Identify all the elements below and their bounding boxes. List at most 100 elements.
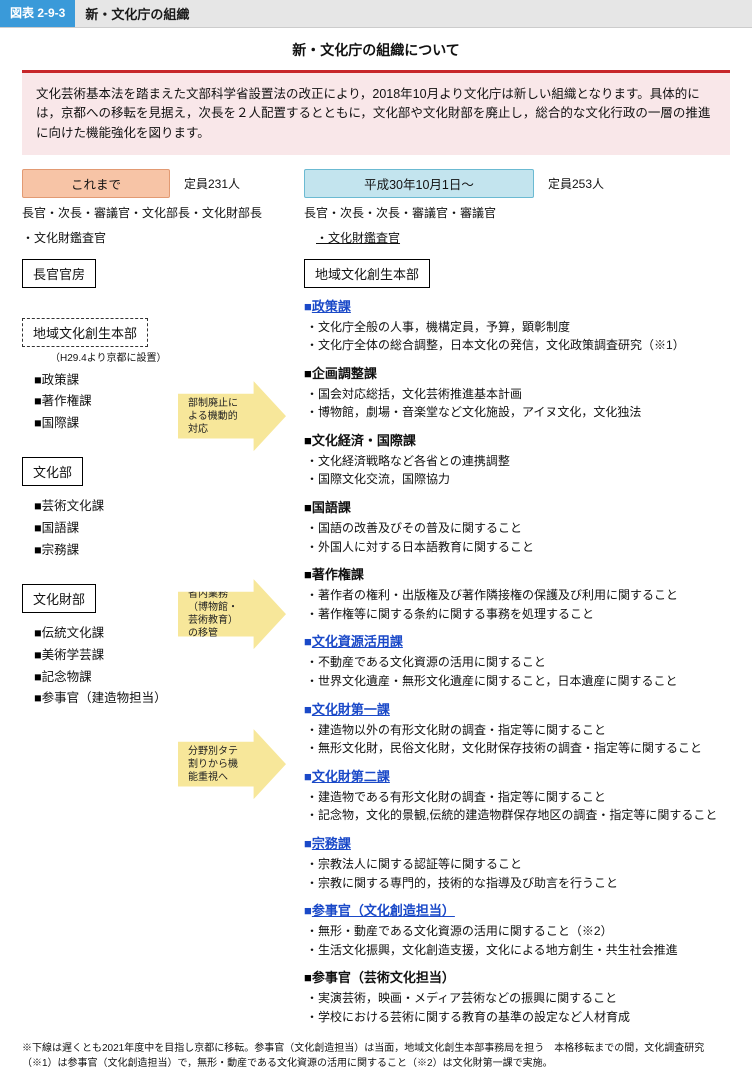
section-body-line: 学校における芸術に関する教育の基準の設定など人材育成: [306, 1008, 730, 1027]
right-staff-count: 定員253人: [548, 175, 604, 192]
section-body: 建造物である有形文化財の調査・指定等に関すること記念物，文化的景観,伝統的建造物…: [304, 788, 730, 825]
section-body-line: 建造物である有形文化財の調査・指定等に関すること: [306, 788, 730, 807]
section-body: 国語の改善及びその普及に関すること外国人に対する日本語教育に関すること: [304, 519, 730, 556]
arrow-3: 分野別タテ割りから機能重視へ: [178, 729, 286, 799]
square-bullet-icon: ■: [304, 702, 312, 717]
section-body-line: 世界文化遺産・無形文化遺産に関すること，日本遺産に関すること: [306, 672, 730, 691]
square-bullet-icon: ■: [304, 903, 312, 918]
list-item: 宗務課: [34, 540, 292, 562]
section-body-line: 文化庁全般の人事，機構定員，予算，顕彰制度: [306, 318, 730, 337]
main-title: 新・文化庁の組織について: [0, 28, 752, 70]
intro-box: 文化芸術基本法を踏まえた文部科学省設置法の改正により，2018年10月より文化庁…: [22, 73, 730, 155]
section-body-line: 無形文化財，民俗文化財，文化財保存技術の調査・指定等に関すること: [306, 739, 730, 758]
square-bullet-icon: ■: [304, 500, 312, 515]
left-positions-2: ・文化財鑑査官: [22, 229, 292, 248]
section-title: 文化資源活用課: [312, 634, 403, 649]
left-bar: これまで: [22, 169, 170, 198]
section-heading: ■宗務課: [304, 833, 730, 852]
left-box2-list: 芸術文化課 国語課 宗務課: [34, 496, 292, 562]
section-title: 企画調整課: [312, 366, 377, 381]
section-title: 国語課: [312, 500, 351, 515]
square-bullet-icon: ■: [304, 769, 312, 784]
square-bullet-icon: ■: [304, 970, 312, 985]
left-dashed-box: 地域文化創生本部: [22, 318, 148, 347]
section-body-line: 文化経済戦略など各省との連携調整: [306, 452, 730, 471]
section-heading: ■企画調整課: [304, 363, 730, 382]
arrow-1: 部制廃止による機動的対応: [178, 381, 286, 451]
section: ■文化財第二課建造物である有形文化財の調査・指定等に関すること記念物，文化的景観…: [304, 766, 730, 825]
section-body-line: 宗教法人に関する認証等に関すること: [306, 855, 730, 874]
right-sections: ■政策課文化庁全般の人事，機構定員，予算，顕彰制度文化庁全体の総合調整，日本文化…: [304, 296, 730, 1027]
arrow-2: 省内業務（博物館・芸術教育）の移管: [178, 579, 286, 649]
section-title: 文化経済・国際課: [312, 433, 416, 448]
left-dashed-note: （H29.4より京都に設置）: [50, 349, 292, 364]
left-box-kanbou: 長官官房: [22, 259, 96, 288]
section-heading: ■政策課: [304, 296, 730, 315]
footnote-text: 下線は遅くとも2021年度中を目指し京都に移転。参事官（文化創造担当）は当面，地…: [22, 1043, 704, 1069]
section-heading: ■文化資源活用課: [304, 631, 730, 650]
section-body-line: 著作権等に関する条約に関する事務を処理すること: [306, 605, 730, 624]
square-bullet-icon: ■: [304, 836, 312, 851]
section: ■文化経済・国際課文化経済戦略など各省との連携調整国際文化交流，国際協力: [304, 430, 730, 489]
right-bar: 平成30年10月1日～: [304, 169, 534, 198]
section-heading: ■国語課: [304, 497, 730, 516]
section: ■参事官（芸術文化担当） 実演芸術，映画・メディア芸術などの振興に関すること学校に…: [304, 967, 730, 1026]
section-heading: ■文化財第一課: [304, 699, 730, 718]
section-body: 実演芸術，映画・メディア芸術などの振興に関すること学校における芸術に関する教育の…: [304, 989, 730, 1026]
section-title: 著作権課: [312, 567, 364, 582]
section-body: 建造物以外の有形文化財の調査・指定等に関すること無形文化財，民俗文化財，文化財保…: [304, 721, 730, 758]
section-heading: ■著作権課: [304, 564, 730, 583]
section-body-line: 外国人に対する日本語教育に関すること: [306, 538, 730, 557]
right-positions-2-underline: ・文化財鑑査官: [316, 231, 400, 245]
section-title: 宗務課: [312, 836, 351, 851]
left-box-bunkabu: 文化部: [22, 457, 83, 486]
section-body: 不動産である文化資源の活用に関すること世界文化遺産・無形文化遺産に関すること，日…: [304, 653, 730, 690]
list-item: 参事官（建造物担当）: [34, 688, 292, 710]
square-bullet-icon: ■: [304, 433, 312, 448]
section-body: 宗教法人に関する認証等に関すること宗教に関する専門的，技術的な指導及び助言を行う…: [304, 855, 730, 892]
section-body-line: 宗教に関する専門的，技術的な指導及び助言を行うこと: [306, 874, 730, 893]
section: ■著作権課著作者の権利・出版権及び著作隣接権の保護及び利用に関すること著作権等に…: [304, 564, 730, 623]
section: ■参事官（文化創造担当） 無形・動産である文化資源の活用に関すること（※2）生活文…: [304, 900, 730, 959]
section-title: 参事官（芸術文化担当）: [312, 970, 455, 985]
section: ■政策課文化庁全般の人事，機構定員，予算，顕彰制度文化庁全体の総合調整，日本文化…: [304, 296, 730, 355]
section-title: 政策課: [312, 299, 351, 314]
section-body-line: 建造物以外の有形文化財の調査・指定等に関すること: [306, 721, 730, 740]
section-body: 文化庁全般の人事，機構定員，予算，顕彰制度文化庁全体の総合調整，日本文化の発信，…: [304, 318, 730, 355]
arrow-3-label: 分野別タテ割りから機能重視へ: [184, 745, 247, 784]
section-heading: ■文化経済・国際課: [304, 430, 730, 449]
right-positions: 長官・次長・次長・審議官・審議官: [304, 204, 730, 223]
list-item: 国語課: [34, 518, 292, 540]
diagram-body: 部制廃止による機動的対応 省内業務（博物館・芸術教育）の移管 分野別タテ割りから…: [0, 169, 752, 1034]
section-body-line: 実演芸術，映画・メディア芸術などの振興に関すること: [306, 989, 730, 1008]
section-title: 参事官（文化創造担当）: [312, 903, 455, 918]
page-root: 図表 2-9-3 新・文化庁の組織 新・文化庁の組織について 文化芸術基本法を踏…: [0, 0, 752, 1079]
list-item: 記念物課: [34, 667, 292, 689]
square-bullet-icon: ■: [304, 634, 312, 649]
section-body-line: 生活文化振興，文化創造支援，文化による地方創生・共生社会推進: [306, 941, 730, 960]
figure-header: 図表 2-9-3 新・文化庁の組織: [0, 0, 752, 28]
section-body-line: 博物館，劇場・音楽堂など文化施設，アイヌ文化，文化独法: [306, 403, 730, 422]
right-positions-2: ・文化財鑑査官: [316, 229, 730, 248]
list-item: 芸術文化課: [34, 496, 292, 518]
section-heading: ■参事官（文化創造担当）: [304, 900, 730, 919]
section-heading: ■文化財第二課: [304, 766, 730, 785]
right-column: 平成30年10月1日～ 定員253人 長官・次長・次長・審議官・審議官 ・文化財…: [292, 169, 730, 1034]
section-body: 無形・動産である文化資源の活用に関すること（※2）生活文化振興，文化創造支援，文…: [304, 922, 730, 959]
section-body: 著作者の権利・出版権及び著作隣接権の保護及び利用に関すること著作権等に関する条約…: [304, 586, 730, 623]
section-body: 文化経済戦略など各省との連携調整国際文化交流，国際協力: [304, 452, 730, 489]
section-body-line: 文化庁全体の総合調整，日本文化の発信，文化政策調査研究（※1）: [306, 336, 730, 355]
square-bullet-icon: ■: [304, 567, 312, 582]
section-title: 文化財第一課: [312, 702, 390, 717]
footnote: 下線は遅くとも2021年度中を目指し京都に移転。参事官（文化創造担当）は当面，地…: [0, 1035, 752, 1071]
section: ■宗務課宗教法人に関する認証等に関すること宗教に関する専門的，技術的な指導及び助…: [304, 833, 730, 892]
arrow-1-label: 部制廃止による機動的対応: [184, 397, 247, 436]
section: ■文化資源活用課不動産である文化資源の活用に関すること世界文化遺産・無形文化遺産…: [304, 631, 730, 690]
section: ■企画調整課国会対応総括，文化芸術推進基本計画博物館，劇場・音楽堂など文化施設，…: [304, 363, 730, 422]
section-body-line: 不動産である文化資源の活用に関すること: [306, 653, 730, 672]
figure-title-bar: 新・文化庁の組織: [75, 0, 752, 27]
left-positions: 長官・次長・審議官・文化部長・文化財部長: [22, 204, 292, 223]
section-body-line: 国際文化交流，国際協力: [306, 470, 730, 489]
section-body-line: 無形・動産である文化資源の活用に関すること（※2）: [306, 922, 730, 941]
section-body-line: 国会対応総括，文化芸術推進基本計画: [306, 385, 730, 404]
